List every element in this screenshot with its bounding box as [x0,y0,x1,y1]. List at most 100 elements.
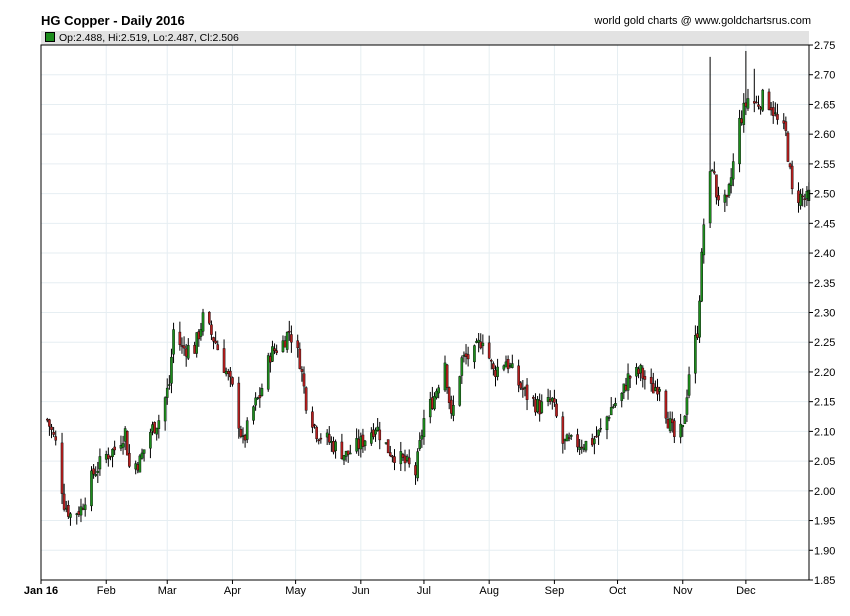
candle-up [138,455,142,473]
candle-down [715,174,718,198]
y-tick-label: 2.35 [814,278,835,290]
candle-up [582,447,586,450]
candle-down [52,432,55,435]
candle-down [283,340,287,348]
x-tick-label: Feb [97,585,116,597]
candle-up [614,403,617,406]
candle-down [521,388,525,390]
y-tick-label: 2.15 [814,397,835,409]
candle-up [349,452,352,455]
legend-swatch-icon [45,32,55,42]
candle-up [435,390,438,398]
candle-down [534,399,537,413]
candle-up [437,387,440,394]
candle-up [742,102,746,125]
candle-down [656,386,659,395]
candle-down [548,398,552,402]
candle-down [239,429,243,437]
candle-down [538,400,541,415]
candle-down [229,370,232,378]
candle-down [298,348,302,369]
candle-down [776,114,779,120]
candle-up [698,300,701,338]
candle-up [761,89,765,111]
candle-down [361,434,365,447]
candle-up [224,371,228,375]
candle-down [445,364,449,388]
candle-up [151,424,154,432]
candle-down [313,424,316,426]
candle-down [226,371,230,374]
candle-up [90,470,93,507]
candle-up [565,434,569,442]
candle-down [670,419,674,424]
y-tick-label: 2.65 [814,99,835,111]
candle-up [620,392,624,401]
candle-up [654,387,657,391]
candle-down [109,455,112,458]
candle-down [664,390,668,419]
candle-down [771,107,775,116]
candle-down [319,437,323,440]
candle-up [355,438,358,452]
candle-up [69,513,72,518]
candle-down [391,455,394,458]
candle-down [447,387,451,403]
candle-up [163,397,167,422]
x-tick-label: Sep [545,585,565,597]
candle-up [254,397,257,406]
candle-up [79,506,83,516]
candle-down [107,454,110,459]
candle-down [54,436,58,441]
candle-up [597,429,600,436]
candle-down [197,331,201,340]
candle-up [149,432,152,449]
candle-down [666,418,670,429]
candle-up [511,363,514,368]
candle-down [494,369,497,377]
y-tick-label: 2.75 [814,40,835,52]
ohlc-legend: Op:2.488, Hi:2.519, Lo:2.487, Cl:2.506 [41,31,809,45]
candle-down [801,195,804,198]
candle-down [128,452,131,467]
x-tick-label: Oct [609,585,626,597]
candle-down [287,330,291,333]
candle-down [378,429,382,441]
candle-up [443,362,447,391]
candle-down [797,190,800,203]
candle-up [504,361,508,368]
candle-up [546,397,550,402]
candle-up [536,398,539,412]
candle-up [334,441,337,452]
candle-up [428,399,432,418]
candle-up [374,429,377,435]
candle-up [612,406,615,408]
y-tick-label: 2.10 [814,426,835,438]
candle-down [403,455,407,464]
candle-down [696,333,699,338]
candle-up [201,312,205,332]
candle-up [104,453,108,460]
candle-up [475,340,478,343]
candles [46,50,811,526]
x-axis: Jan 16 Feb Mar Apr May Jun Jul Aug Sep Oct Nov Dec [24,580,756,597]
candle-down [222,348,226,373]
candle-up [622,383,626,393]
candle-up [639,364,642,374]
candle-down [50,426,53,430]
candle-up [679,423,682,438]
candle-down [311,411,314,428]
candle-up [399,451,403,465]
candle-down [290,334,293,343]
candle-up [420,435,424,440]
candle-down [628,376,632,379]
candle-down [489,360,493,362]
candle-up [111,448,114,457]
candle-down [77,511,81,515]
candle-up [363,440,367,447]
candle-down [414,465,417,476]
candle-up [241,435,245,437]
candle-up [681,424,685,428]
candle-down [553,398,556,403]
candle-up [458,376,462,406]
